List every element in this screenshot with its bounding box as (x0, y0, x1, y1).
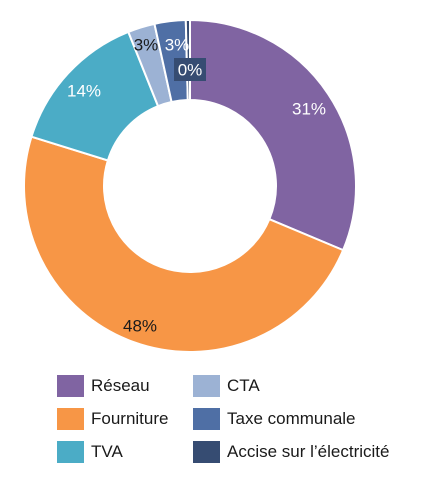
legend-label-tva: TVA (91, 442, 123, 461)
slice-1 (23, 135, 345, 353)
legend-swatch-taxe-communale (193, 408, 220, 430)
data-label-4: 3% (165, 36, 190, 55)
legend-item-cta: CTA (193, 374, 260, 398)
data-label-1: 48% (123, 317, 157, 336)
data-label-2: 14% (67, 82, 101, 101)
chart-legend: Réseau Fourniture TVA CTA Taxe communale… (57, 374, 426, 474)
data-label-5: 0% (178, 61, 203, 80)
legend-swatch-fourniture (57, 408, 84, 430)
data-label-3: 3% (134, 36, 159, 55)
legend-label-taxe-communale: Taxe communale (227, 409, 356, 428)
legend-swatch-tva (57, 441, 84, 463)
legend-item-fourniture: Fourniture (57, 407, 168, 431)
legend-label-accise: Accise sur l’électricité (227, 442, 390, 461)
legend-swatch-cta (193, 375, 220, 397)
legend-swatch-reseau (57, 375, 84, 397)
donut-chart: 31% 48% 14% 3% 3% 0% (23, 18, 357, 353)
slice-0 (189, 18, 357, 252)
legend-item-tva: TVA (57, 440, 123, 464)
legend-label-fourniture: Fourniture (91, 409, 169, 428)
legend-swatch-accise (193, 441, 220, 463)
legend-item-reseau: Réseau (57, 374, 150, 398)
data-label-0: 31% (292, 100, 326, 119)
legend-label-cta: CTA (227, 376, 260, 395)
legend-item-accise: Accise sur l’électricité (193, 440, 390, 464)
legend-label-reseau: Réseau (91, 376, 150, 395)
data-label-box-5 (174, 58, 206, 81)
legend-item-taxe-communale: Taxe communale (193, 407, 356, 431)
